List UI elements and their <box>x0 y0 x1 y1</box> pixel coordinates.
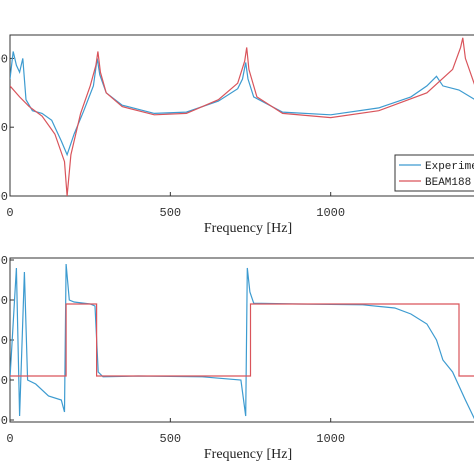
x-axis-label: Frequency [Hz] <box>204 221 292 236</box>
x-tick-label: 1000 <box>316 432 345 446</box>
x-tick-label: 500 <box>160 206 182 220</box>
legend-box <box>394 154 474 192</box>
legend: Experimental BEAM188 <box>394 154 474 192</box>
axes-box <box>9 257 474 423</box>
series-line <box>10 37 474 196</box>
y-tick-label: 0 <box>1 334 8 348</box>
x-tick-label: 1000 <box>316 206 345 220</box>
series-line <box>10 51 474 157</box>
x-tick-label: 0 <box>6 432 13 446</box>
series-line <box>10 303 474 377</box>
y-tick-label: 100 <box>0 294 8 308</box>
axes-box <box>9 34 474 197</box>
y-tick-label: -200 <box>0 190 8 204</box>
y-tick-label: -200 <box>0 414 8 428</box>
x-tick-label: 0 <box>6 206 13 220</box>
y-tick-label: -100 <box>0 52 8 66</box>
x-axis-label: Frequency [Hz] <box>204 447 292 462</box>
x-tick-label: 500 <box>160 432 182 446</box>
legend-label: Experimental <box>425 161 474 173</box>
legend-label: BEAM188 <box>425 177 471 189</box>
y-tick-label: -100 <box>0 374 8 388</box>
y-tick-label: 200 <box>0 254 8 268</box>
y-tick-label: -150 <box>0 121 8 135</box>
series-line <box>10 263 474 420</box>
